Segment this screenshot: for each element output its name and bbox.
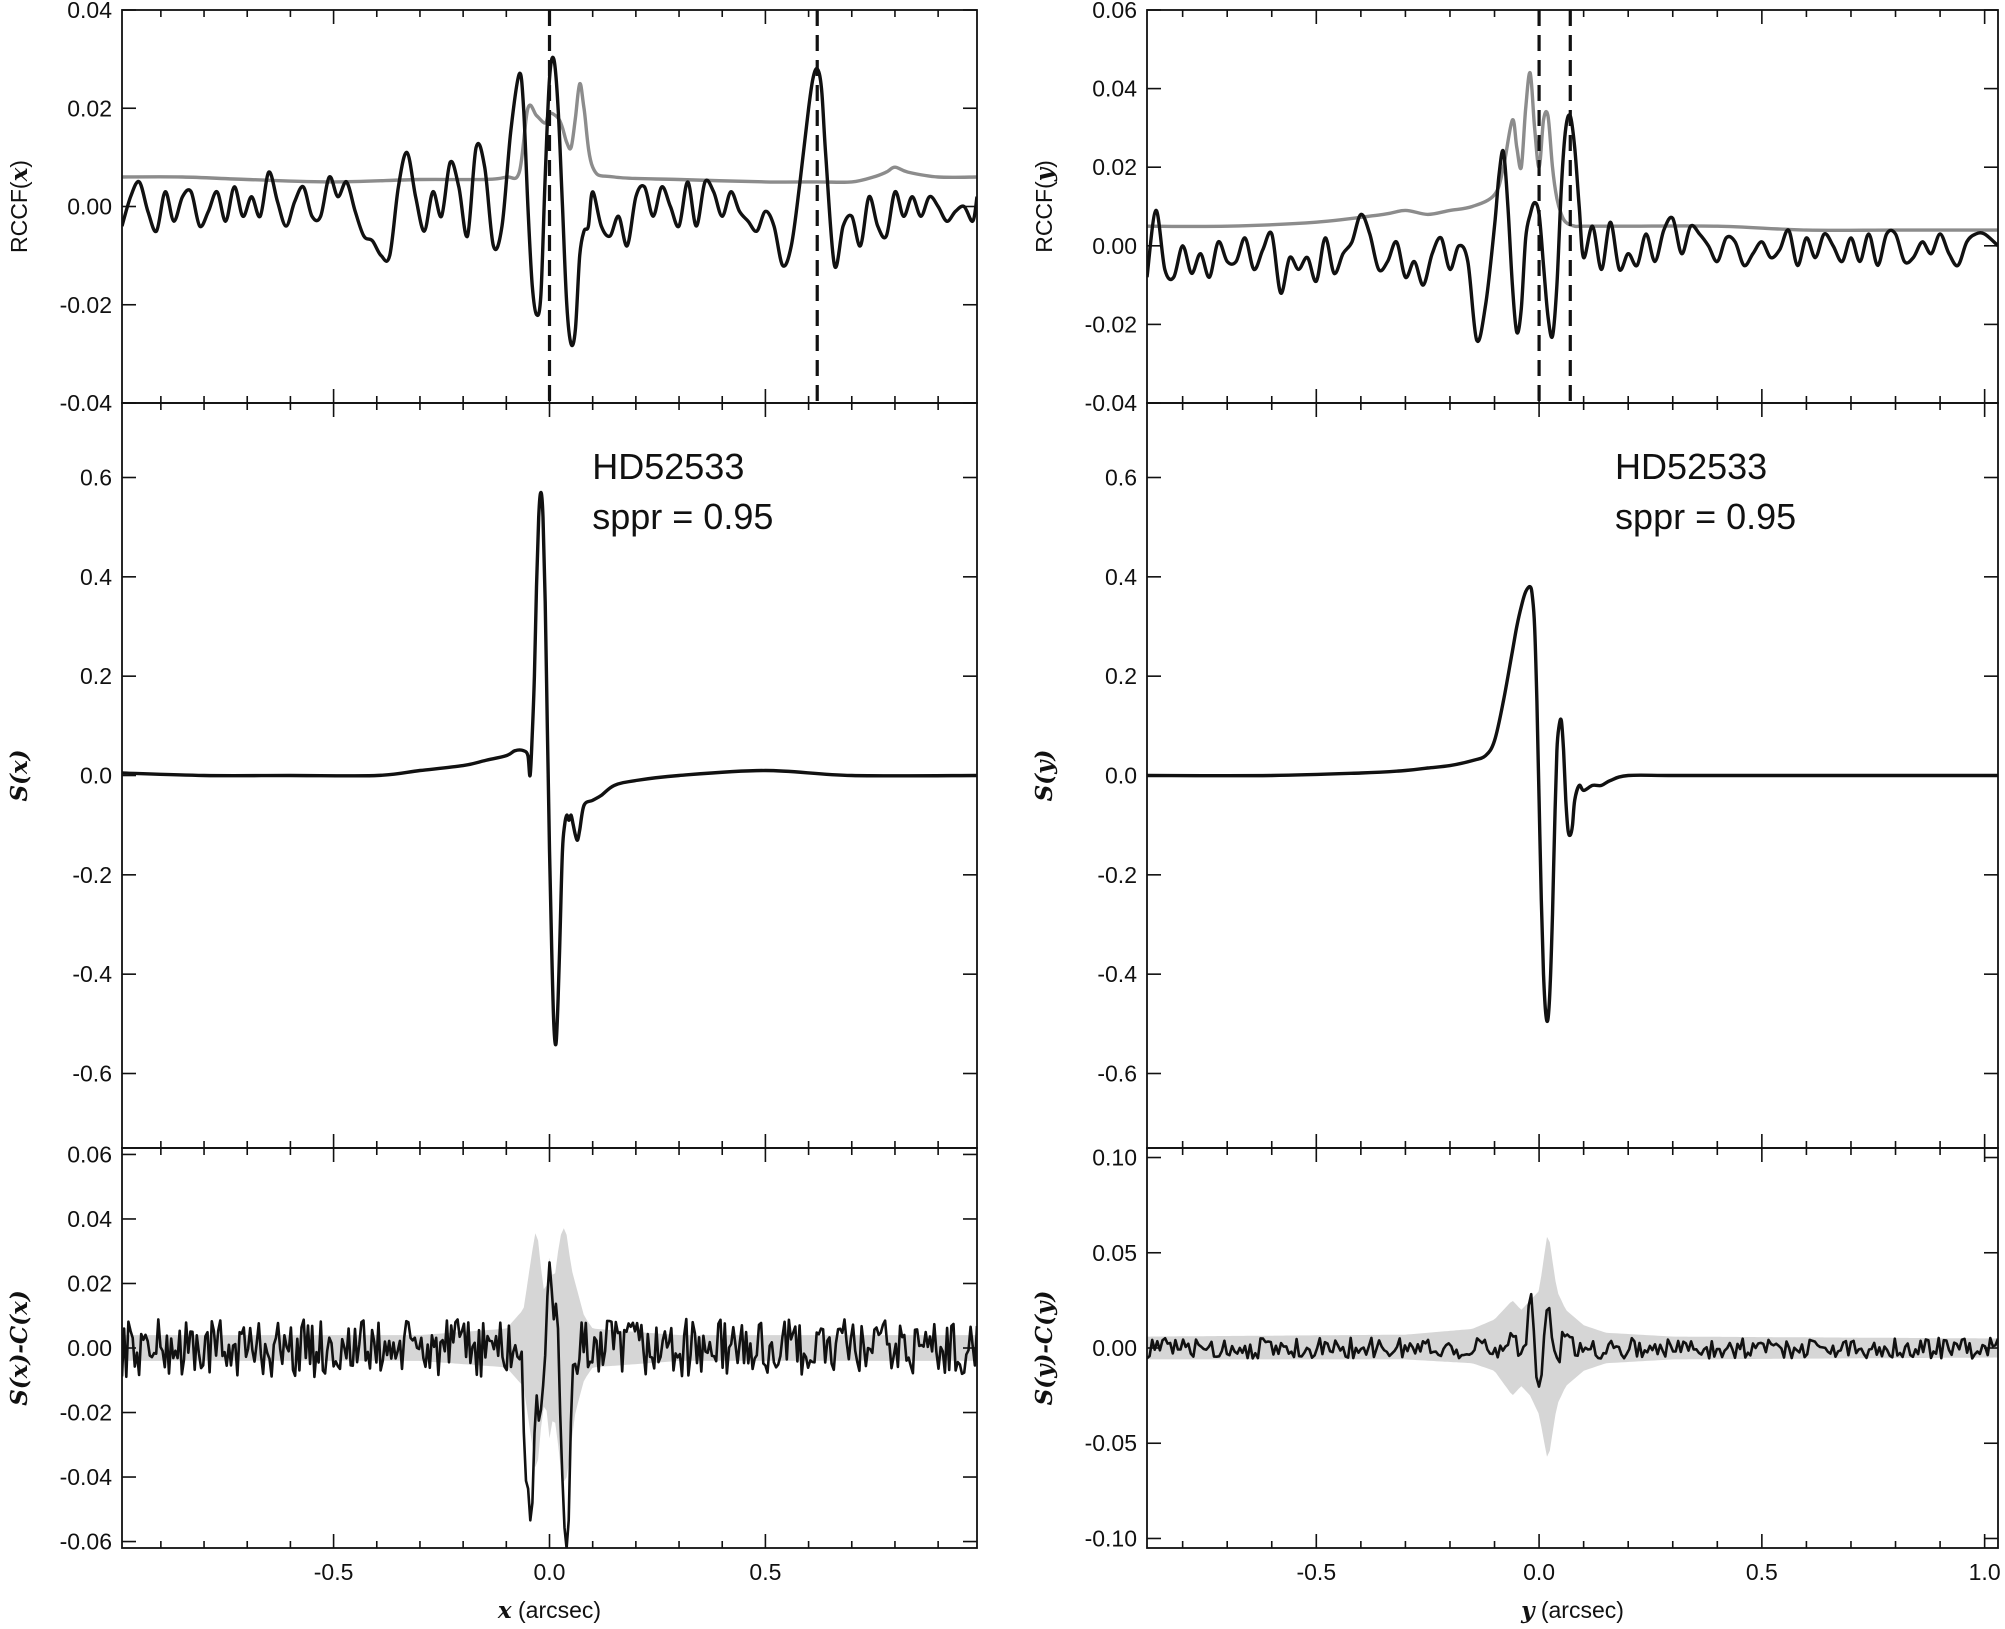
plot-area: [122, 1228, 977, 1548]
series-line-black: [122, 1261, 977, 1548]
y-tick-label: 0.0: [1105, 763, 1137, 789]
series-line-black: [1147, 584, 1998, 1024]
y-tick-label: 0.05: [1092, 1240, 1137, 1266]
y-tick-label: -0.04: [60, 1464, 113, 1490]
y-tick-label: 0.06: [67, 1141, 112, 1167]
plot-area: [1147, 1236, 1998, 1457]
uncertainty-band: [1147, 1236, 1998, 1457]
series-line-gray: [122, 81, 977, 184]
series-line-gray: [1147, 71, 1998, 233]
x-axis-title: x (arcsec): [497, 1597, 601, 1624]
y-tick-label: -0.10: [1085, 1525, 1137, 1551]
y-tick-label: 0.06: [1092, 0, 1137, 23]
y-axis-title: S(x): [6, 749, 33, 801]
y-tick-label: 0.04: [67, 0, 112, 23]
y-tick-label: -0.02: [1085, 311, 1137, 337]
y-tick-label: -0.04: [60, 390, 113, 416]
chart-s-x: -0.6 -0.4 -0.2 0.0 0.2 0.4 0.6 S(x) HD52533 sppr …: [6, 402, 978, 1149]
y-axis-title: S(y): [1031, 750, 1058, 802]
chart-rccf-y: -0.04 -0.02 0.00 0.02 0.04 0.06 RCCF(y): [1031, 0, 1999, 416]
y-tick-label: 0.04: [67, 1206, 112, 1232]
x-axis-title: y (arcsec): [1520, 1597, 1624, 1624]
y-tick-label: 0.0: [80, 763, 112, 789]
plot-area: [1147, 584, 1998, 1024]
y-tick-label: 0.00: [67, 194, 112, 220]
annotation-text: sppr = 0.95: [592, 496, 773, 537]
y-tick-label: 0.10: [1092, 1145, 1137, 1171]
y-tick-label: -0.4: [1097, 961, 1137, 987]
series-line-black: [1147, 1292, 1998, 1388]
y-tick-label: -0.02: [60, 1400, 112, 1426]
y-tick-label: 0.02: [67, 95, 112, 121]
annotation-text: sppr = 0.95: [1615, 496, 1796, 537]
y-axis-title: RCCF(x): [6, 160, 33, 253]
plot-area: [122, 490, 977, 1047]
x-tick-label: 1.0: [1969, 1559, 2001, 1585]
y-axis-title: S(x)-C(x): [6, 1290, 33, 1405]
y-tick-label: -0.2: [1097, 862, 1137, 888]
uncertainty-band: [122, 1228, 977, 1482]
plot-area: [1147, 10, 1998, 403]
y-tick-label: -0.6: [72, 1061, 112, 1087]
y-tick-label: 0.04: [1092, 76, 1137, 102]
y-tick-label: 0.4: [80, 564, 112, 590]
series-line-black: [122, 55, 977, 348]
x-tick-label: -0.5: [1296, 1559, 1336, 1585]
chart-rccf-x: -0.04 -0.02 0.00 0.02 0.04 RCCF(x): [6, 0, 978, 416]
series-line-black: [122, 490, 977, 1047]
chart-resid-x: -0.06 -0.04 -0.02 0.00 0.02 0.04 0.06 -0.5 0.0 0.…: [6, 1141, 978, 1624]
y-tick-label: -0.6: [1097, 1061, 1137, 1087]
panel-frame: [1146, 9, 1999, 404]
y-tick-label: -0.06: [60, 1529, 112, 1555]
y-tick-label: 0.02: [67, 1270, 112, 1296]
x-tick-label: 0.5: [1746, 1559, 1778, 1585]
y-tick-label: -0.4: [72, 961, 112, 987]
x-tick-label: -0.5: [314, 1559, 354, 1585]
y-axis-title: S(y)-C(y): [1031, 1291, 1058, 1406]
y-tick-label: 0.00: [67, 1335, 112, 1361]
y-tick-label: 0.6: [1105, 465, 1137, 491]
annotation-text: HD52533: [1615, 446, 1767, 487]
x-tick-label: 0.5: [749, 1559, 781, 1585]
y-tick-label: 0.00: [1092, 233, 1137, 259]
chart-resid-y: -0.10 -0.05 0.00 0.05 0.10 -0.5 0.0 0.5 1.0 S(y)-…: [1031, 1145, 2001, 1624]
x-tick-label: 0.0: [1523, 1559, 1555, 1585]
y-tick-label: 0.4: [1105, 564, 1137, 590]
y-tick-label: 0.02: [1092, 154, 1137, 180]
chart-s-y: -0.6 -0.4 -0.2 0.0 0.2 0.4 0.6 S(y) HD52533 sppr …: [1031, 402, 1999, 1149]
y-tick-label: -0.05: [1085, 1430, 1137, 1456]
y-tick-label: -0.2: [72, 862, 112, 888]
y-tick-label: 0.6: [80, 465, 112, 491]
y-tick-label: 0.2: [80, 663, 112, 689]
y-tick-label: -0.04: [1085, 390, 1138, 416]
y-tick-label: 0.2: [1105, 663, 1137, 689]
y-tick-label: -0.02: [60, 292, 112, 318]
annotation-text: HD52533: [592, 446, 744, 487]
plot-area: [122, 10, 977, 403]
x-tick-label: 0.0: [534, 1559, 566, 1585]
y-axis-title: RCCF(y): [1031, 160, 1058, 253]
series-line-black: [1147, 113, 1998, 344]
y-tick-label: 0.00: [1092, 1335, 1137, 1361]
